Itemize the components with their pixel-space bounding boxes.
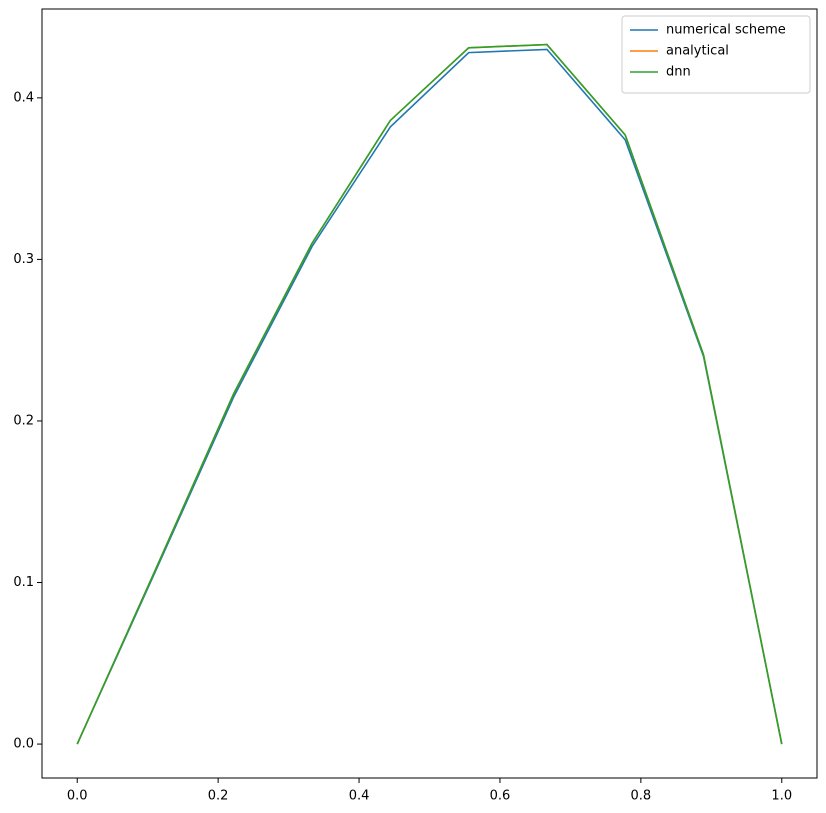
legend-label: numerical scheme (666, 23, 786, 38)
series-line (76, 48, 783, 745)
y-tick-label: 0.4 (13, 90, 34, 105)
y-tick-label: 0.0 (13, 737, 34, 752)
y-tick-label: 0.3 (13, 252, 34, 267)
y-tick-label: 0.1 (13, 575, 34, 590)
x-tick-label: 0.4 (349, 789, 370, 804)
x-tick-label: 0.0 (67, 789, 88, 804)
legend-label: dnn (666, 65, 691, 80)
x-tick-label: 1.0 (771, 789, 792, 804)
legend-label: analytical (666, 44, 729, 59)
x-tick-label: 0.2 (208, 789, 229, 804)
x-tick-label: 0.8 (631, 789, 652, 804)
y-tick-label: 0.2 (13, 413, 34, 428)
x-tick-label: 0.6 (490, 789, 511, 804)
legend-box (621, 15, 811, 94)
plot-frame (41, 8, 818, 779)
series-line (76, 43, 783, 745)
series-line (76, 43, 783, 745)
legend: numerical scheme analytical dnn (621, 15, 811, 94)
